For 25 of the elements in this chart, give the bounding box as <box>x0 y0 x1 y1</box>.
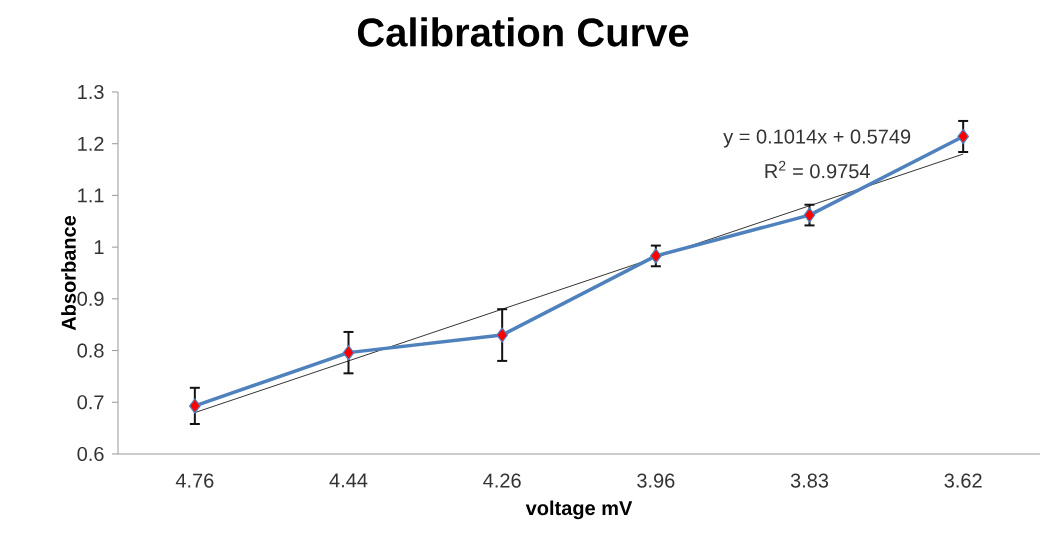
x-tick-label: 4.26 <box>483 473 521 488</box>
x-tick-label: 3.83 <box>790 473 829 488</box>
y-tick-label: 1.2 <box>78 136 104 151</box>
y-tick-label: 0.9 <box>77 291 104 306</box>
x-tick-label: 4.76 <box>175 473 214 488</box>
x-tick-label: 4.44 <box>329 473 368 488</box>
y-tick-label: 1 <box>94 240 104 255</box>
chart-title: Calibration Curve <box>357 17 689 47</box>
y-axis-title: Absorbance <box>61 215 76 331</box>
y-tick-label: 0.8 <box>77 343 104 358</box>
x-tick-label: 3.96 <box>637 473 675 488</box>
y-tick-label: 0.6 <box>77 446 104 462</box>
point <box>342 345 355 361</box>
y-tick-label: 1.1 <box>78 188 104 203</box>
x-axis-title: voltage mV <box>525 500 633 520</box>
x-tick-label: 3.62 <box>944 473 982 488</box>
y-tick-label: 1.3 <box>78 84 104 100</box>
point <box>496 327 509 343</box>
point <box>649 248 662 264</box>
annotation: y = 0.1014x + 0.5749 <box>723 129 911 148</box>
annotation: R$^{2}$ = 0.9754 <box>765 160 870 179</box>
point <box>957 128 970 145</box>
point <box>803 207 816 223</box>
y-tick-label: 0.7 <box>77 395 104 410</box>
point <box>188 398 201 414</box>
